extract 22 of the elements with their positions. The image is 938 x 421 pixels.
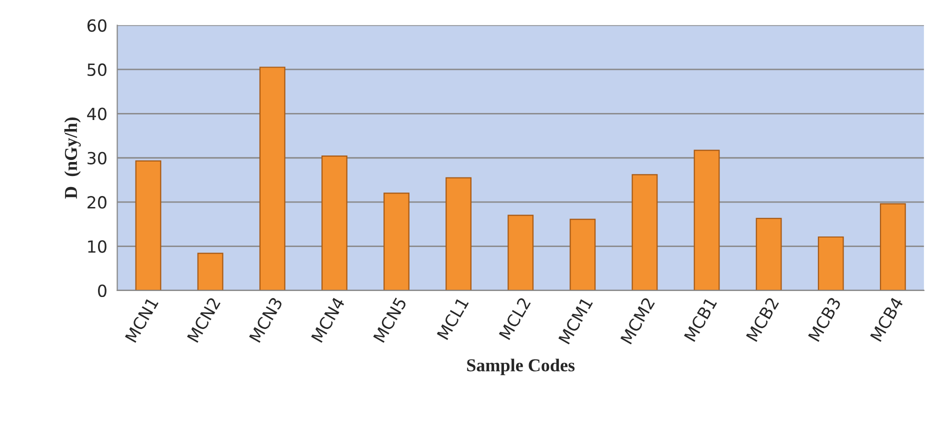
y-tick-label: 60 bbox=[87, 19, 106, 32]
y-tick-label: 20 bbox=[88, 196, 106, 209]
bar bbox=[197, 252, 224, 290]
bar bbox=[880, 203, 906, 290]
y-tick-label: 50 bbox=[88, 63, 106, 76]
bar bbox=[756, 218, 782, 290]
x-axis-title: Sample Codes bbox=[467, 358, 575, 376]
bar bbox=[135, 160, 162, 290]
y-tick-label: 30 bbox=[88, 152, 106, 164]
bar bbox=[321, 156, 348, 290]
bar bbox=[694, 150, 720, 290]
y-tick-label: 0 bbox=[98, 284, 106, 298]
y-tick-label: 10 bbox=[88, 240, 106, 253]
bar bbox=[818, 236, 844, 290]
bar bbox=[632, 174, 658, 290]
bar bbox=[384, 192, 410, 290]
y-axis-title: D (nGy/h) bbox=[64, 118, 81, 199]
bar bbox=[446, 177, 472, 290]
bar bbox=[508, 214, 534, 290]
y-tick-label: 40 bbox=[87, 108, 106, 120]
bar bbox=[259, 66, 286, 290]
bar bbox=[570, 218, 596, 290]
